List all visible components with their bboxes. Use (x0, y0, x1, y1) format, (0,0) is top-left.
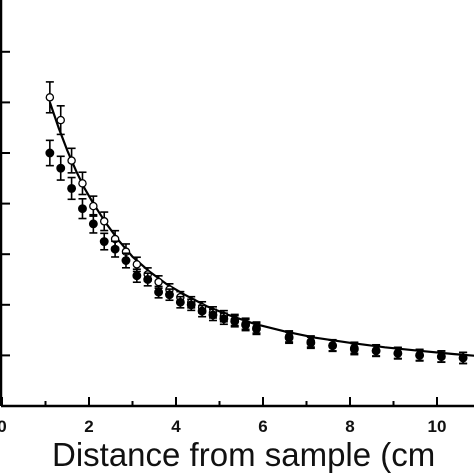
filled-data-point (393, 347, 403, 360)
filled-circle-marker (67, 183, 77, 193)
open-data-point (89, 195, 98, 217)
open-data-point (45, 81, 55, 114)
open-circle-marker (154, 277, 163, 287)
filled-data-point (67, 176, 77, 201)
open-data-point (78, 171, 87, 196)
filled-circle-marker (306, 338, 316, 348)
filled-data-point (121, 252, 131, 269)
filled-data-point (132, 268, 142, 284)
filled-circle-marker (165, 290, 174, 300)
filled-circle-marker (175, 297, 185, 307)
filled-circle-marker (110, 244, 120, 254)
filled-data-point (458, 351, 468, 365)
filled-circle-marker (252, 324, 261, 334)
x-tick-label: 10 (428, 417, 447, 436)
filled-circle-marker (121, 256, 131, 265)
filled-data-point (306, 336, 316, 350)
filled-circle-marker (393, 348, 403, 358)
x-tick-label: 2 (84, 417, 93, 436)
filled-circle-marker (328, 341, 338, 351)
filled-data-point (165, 288, 174, 302)
filled-circle-marker (132, 271, 142, 281)
filled-data-point (436, 350, 446, 364)
open-circle-marker (78, 179, 87, 188)
filled-circle-marker (197, 306, 207, 316)
filled-circle-marker (186, 300, 196, 310)
fit-curve (48, 102, 474, 357)
x-tick-label: 0 (0, 417, 7, 436)
data-points (45, 81, 468, 365)
filled-data-point (78, 197, 87, 220)
filled-data-point (110, 240, 120, 258)
open-data-point (67, 147, 76, 174)
filled-circle-marker (219, 314, 229, 324)
open-circle-marker (89, 201, 98, 211)
filled-data-point (175, 295, 185, 309)
filled-data-point (56, 155, 66, 181)
x-tick-label: 6 (258, 417, 267, 436)
filled-data-point (88, 213, 98, 234)
fit-curve-line (48, 102, 474, 357)
filled-circle-marker (241, 320, 251, 330)
filled-data-point (219, 312, 229, 326)
axes (0, 0, 474, 408)
filled-data-point (252, 322, 261, 336)
open-data-point (132, 256, 142, 273)
filled-circle-marker (143, 275, 153, 284)
open-circle-marker (99, 217, 109, 226)
open-data-point (99, 211, 109, 232)
filled-circle-marker (284, 333, 294, 343)
open-circle-marker (56, 115, 65, 125)
filled-circle-marker (99, 237, 109, 246)
x-tick-label: 8 (345, 417, 354, 436)
filled-data-point (415, 349, 425, 362)
open-circle-marker (45, 93, 55, 102)
filled-data-point (45, 139, 55, 167)
filled-circle-marker (349, 344, 359, 354)
filled-circle-marker (415, 350, 425, 360)
filled-data-point (241, 318, 251, 332)
filled-circle-marker (88, 219, 98, 229)
filled-data-point (371, 344, 381, 358)
filled-circle-marker (208, 310, 218, 320)
filled-data-point (143, 272, 153, 287)
filled-data-point (230, 314, 240, 328)
filled-circle-marker (56, 163, 66, 173)
filled-data-point (197, 304, 207, 318)
filled-circle-marker (371, 346, 381, 356)
filled-circle-marker (458, 353, 468, 363)
filled-data-point (349, 342, 359, 356)
x-tick-label: 4 (171, 417, 181, 436)
open-circle-marker (67, 156, 76, 165)
open-circle-marker (132, 260, 142, 269)
open-data-point (56, 105, 65, 136)
filled-circle-marker (154, 287, 164, 297)
filled-circle-marker (230, 316, 240, 326)
filled-data-point (186, 298, 196, 312)
x-tick-labels: 0 2 4 6 8 10 (0, 417, 446, 436)
x-axis-title: Distance from sample (cm (52, 436, 435, 473)
filled-data-point (284, 331, 294, 345)
filled-circle-marker (78, 204, 87, 214)
filled-data-point (154, 285, 164, 299)
filled-data-point (328, 339, 338, 353)
filled-circle-marker (45, 148, 55, 158)
filled-circle-marker (436, 352, 446, 362)
filled-data-point (99, 232, 109, 251)
filled-data-point (208, 308, 218, 322)
